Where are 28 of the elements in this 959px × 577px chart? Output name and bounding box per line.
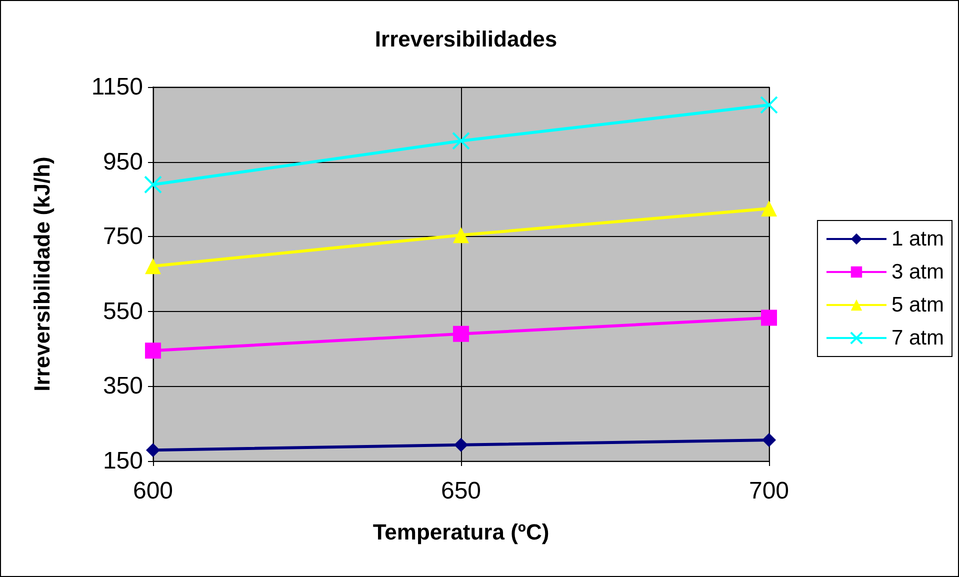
y-tick-label: 1150: [91, 74, 143, 100]
point: [761, 310, 777, 326]
legend-label: 1 atm: [891, 228, 944, 250]
point: [761, 200, 777, 217]
y-tick-label: 750: [102, 223, 143, 250]
y-tick-label: 550: [102, 298, 143, 325]
legend-label: 5 atm: [891, 294, 944, 316]
y-tick-label: 150: [102, 448, 143, 474]
y-tick-label: 950: [102, 148, 143, 176]
point: [762, 433, 776, 448]
point: [146, 443, 160, 458]
point: [145, 342, 161, 359]
legend-label: 7 atm: [891, 326, 944, 350]
point: [454, 438, 468, 452]
point: [144, 176, 162, 194]
point: [453, 326, 469, 342]
y-tick-label: 350: [102, 372, 143, 400]
point: [452, 132, 470, 150]
chart-title: Irreversibilidades: [374, 26, 558, 52]
point: [760, 96, 778, 114]
legend-label: 3 atm: [891, 260, 944, 284]
x-tick-label: 700: [748, 478, 790, 504]
point: [453, 227, 469, 244]
point: [145, 258, 161, 274]
x-tick-label: 600: [132, 478, 174, 504]
x-tick-label: 650: [440, 478, 482, 504]
y-axis-title: Irreversibilidade (kJ/h): [30, 156, 54, 392]
x-axis-title: Temperatura (ºC): [372, 520, 550, 544]
